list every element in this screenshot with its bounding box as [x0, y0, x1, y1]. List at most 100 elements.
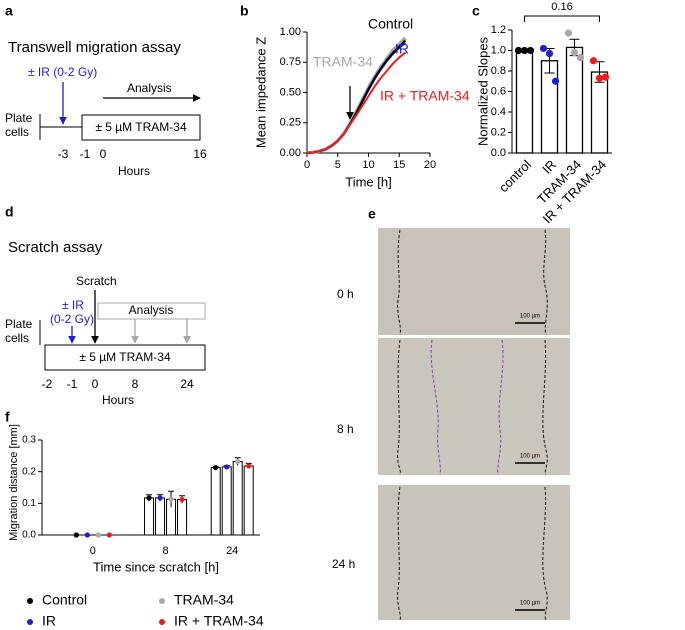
treatment-box — [81, 114, 201, 141]
scale-label: 100 µm — [520, 314, 540, 320]
data-point — [179, 496, 185, 503]
ir-label: ± IR — [62, 298, 84, 312]
bar — [590, 71, 609, 154]
hour-tick: 24 — [180, 377, 194, 391]
data-point — [545, 49, 554, 58]
bar — [540, 60, 559, 154]
data-point — [168, 496, 174, 502]
data-point — [106, 532, 112, 538]
x-tick-label: 8 — [162, 545, 168, 557]
data-point — [595, 74, 604, 82]
plate-label: Plate — [5, 317, 33, 331]
bar — [565, 46, 584, 154]
series-label: IR + TRAM-34 — [380, 88, 470, 104]
x-tick-label: 5 — [335, 159, 341, 171]
data-point — [235, 458, 241, 465]
data-point — [551, 77, 560, 85]
y-tick-label: 0.50 — [280, 86, 301, 98]
diagram-a: Transwell migration assay ± IR (0-2 Gy) … — [5, 39, 207, 178]
y-tick-label: 0.6 — [491, 85, 506, 97]
y-tick-label: 1.2 — [491, 24, 506, 36]
y-tick-label: 1.00 — [280, 26, 301, 38]
panel-label: f — [5, 409, 10, 425]
data-point — [157, 495, 163, 501]
x-axis-label: Time [h] — [345, 174, 391, 189]
y-tick-label: 0.0 — [22, 530, 36, 541]
ir-label: ± IR (0-2 Gy) — [28, 65, 97, 79]
line — [306, 51, 407, 154]
x-tick-label: 0 — [304, 159, 310, 171]
y-axis-label: Normalized Slopes — [475, 36, 490, 146]
legend-label: Control — [42, 592, 87, 608]
y-tick-label: 0.3 — [22, 435, 36, 446]
image — [378, 228, 570, 335]
image — [378, 485, 570, 620]
bar — [221, 466, 232, 536]
micrographs: 100 µm 100 µm 100 µm 0 h 8 h 24 h — [332, 228, 570, 621]
treatment-label: ± 5 µM TRAM-34 — [95, 120, 187, 134]
y-tick-label: 0.4 — [491, 106, 506, 118]
title: Scratch assay — [8, 239, 103, 256]
panel-label: a — [5, 3, 13, 19]
y-tick-label: 0.8 — [491, 65, 506, 77]
wound-edge — [430, 339, 441, 476]
scale-label: 100 µm — [520, 601, 540, 607]
y-axis-label: Migration distance [mm] — [8, 424, 20, 541]
y-axis-label: Mean impedance Z — [253, 37, 268, 148]
analysis-box — [97, 302, 206, 320]
data-point — [95, 532, 101, 538]
bar — [515, 49, 534, 154]
bar — [177, 499, 188, 536]
legend-label: TRAM-34 — [174, 592, 234, 608]
wound-edge — [543, 229, 548, 336]
wound-edge — [397, 229, 401, 336]
legend-marker — [27, 619, 33, 625]
plate-label: cells — [5, 331, 29, 345]
hours-label: Hours — [102, 393, 134, 407]
y-tick-label: 0.75 — [280, 56, 301, 68]
treatment-box — [44, 344, 206, 371]
data-point — [73, 532, 79, 538]
data-point — [539, 44, 548, 53]
image — [378, 338, 570, 475]
treatment-label: ± 5 µM TRAM-34 — [79, 350, 171, 364]
data-point — [589, 57, 598, 65]
x-tick-label: 10 — [362, 159, 374, 171]
data-point — [224, 464, 230, 470]
legend-label: IR — [42, 613, 56, 629]
x-tick-label: control — [496, 157, 534, 195]
bar — [210, 467, 221, 536]
wound-edge — [397, 339, 401, 476]
legend-label: IR + TRAM-34 — [174, 613, 264, 629]
plate-label: cells — [5, 125, 29, 139]
hour-tick: -2 — [42, 377, 53, 391]
y-tick-label: 0.2 — [22, 466, 36, 477]
data-point — [564, 29, 573, 37]
hours-label: Hours — [118, 164, 150, 178]
time-label: 0 h — [337, 287, 354, 301]
data-point — [246, 463, 252, 469]
panel-label: e — [368, 206, 376, 222]
time-label: 8 h — [337, 422, 354, 436]
data-point — [213, 464, 219, 471]
wound-edge — [397, 486, 401, 621]
hour-tick: 16 — [193, 147, 207, 161]
hour-tick: -3 — [58, 147, 69, 161]
diagram-d: Scratch assay Scratch ± IR (0-2 Gy) Anal… — [5, 239, 206, 407]
analysis-label: Analysis — [127, 81, 172, 95]
y-tick-label: 0.00 — [280, 147, 301, 159]
bar — [243, 465, 254, 536]
hour-tick: 0 — [92, 377, 99, 391]
y-tick-label: 0.1 — [22, 498, 36, 509]
series-label: IR — [395, 41, 409, 57]
data-point — [514, 46, 523, 55]
ir-label: (0-2 Gy) — [50, 312, 94, 326]
hour-tick: 0 — [100, 147, 107, 161]
y-tick-label: 0.2 — [491, 126, 506, 138]
data-point — [84, 532, 90, 538]
x-tick-label: 24 — [226, 545, 238, 557]
series-label: TRAM-34 — [313, 54, 373, 70]
data-point — [146, 495, 152, 501]
x-tick-label: 20 — [424, 159, 436, 171]
